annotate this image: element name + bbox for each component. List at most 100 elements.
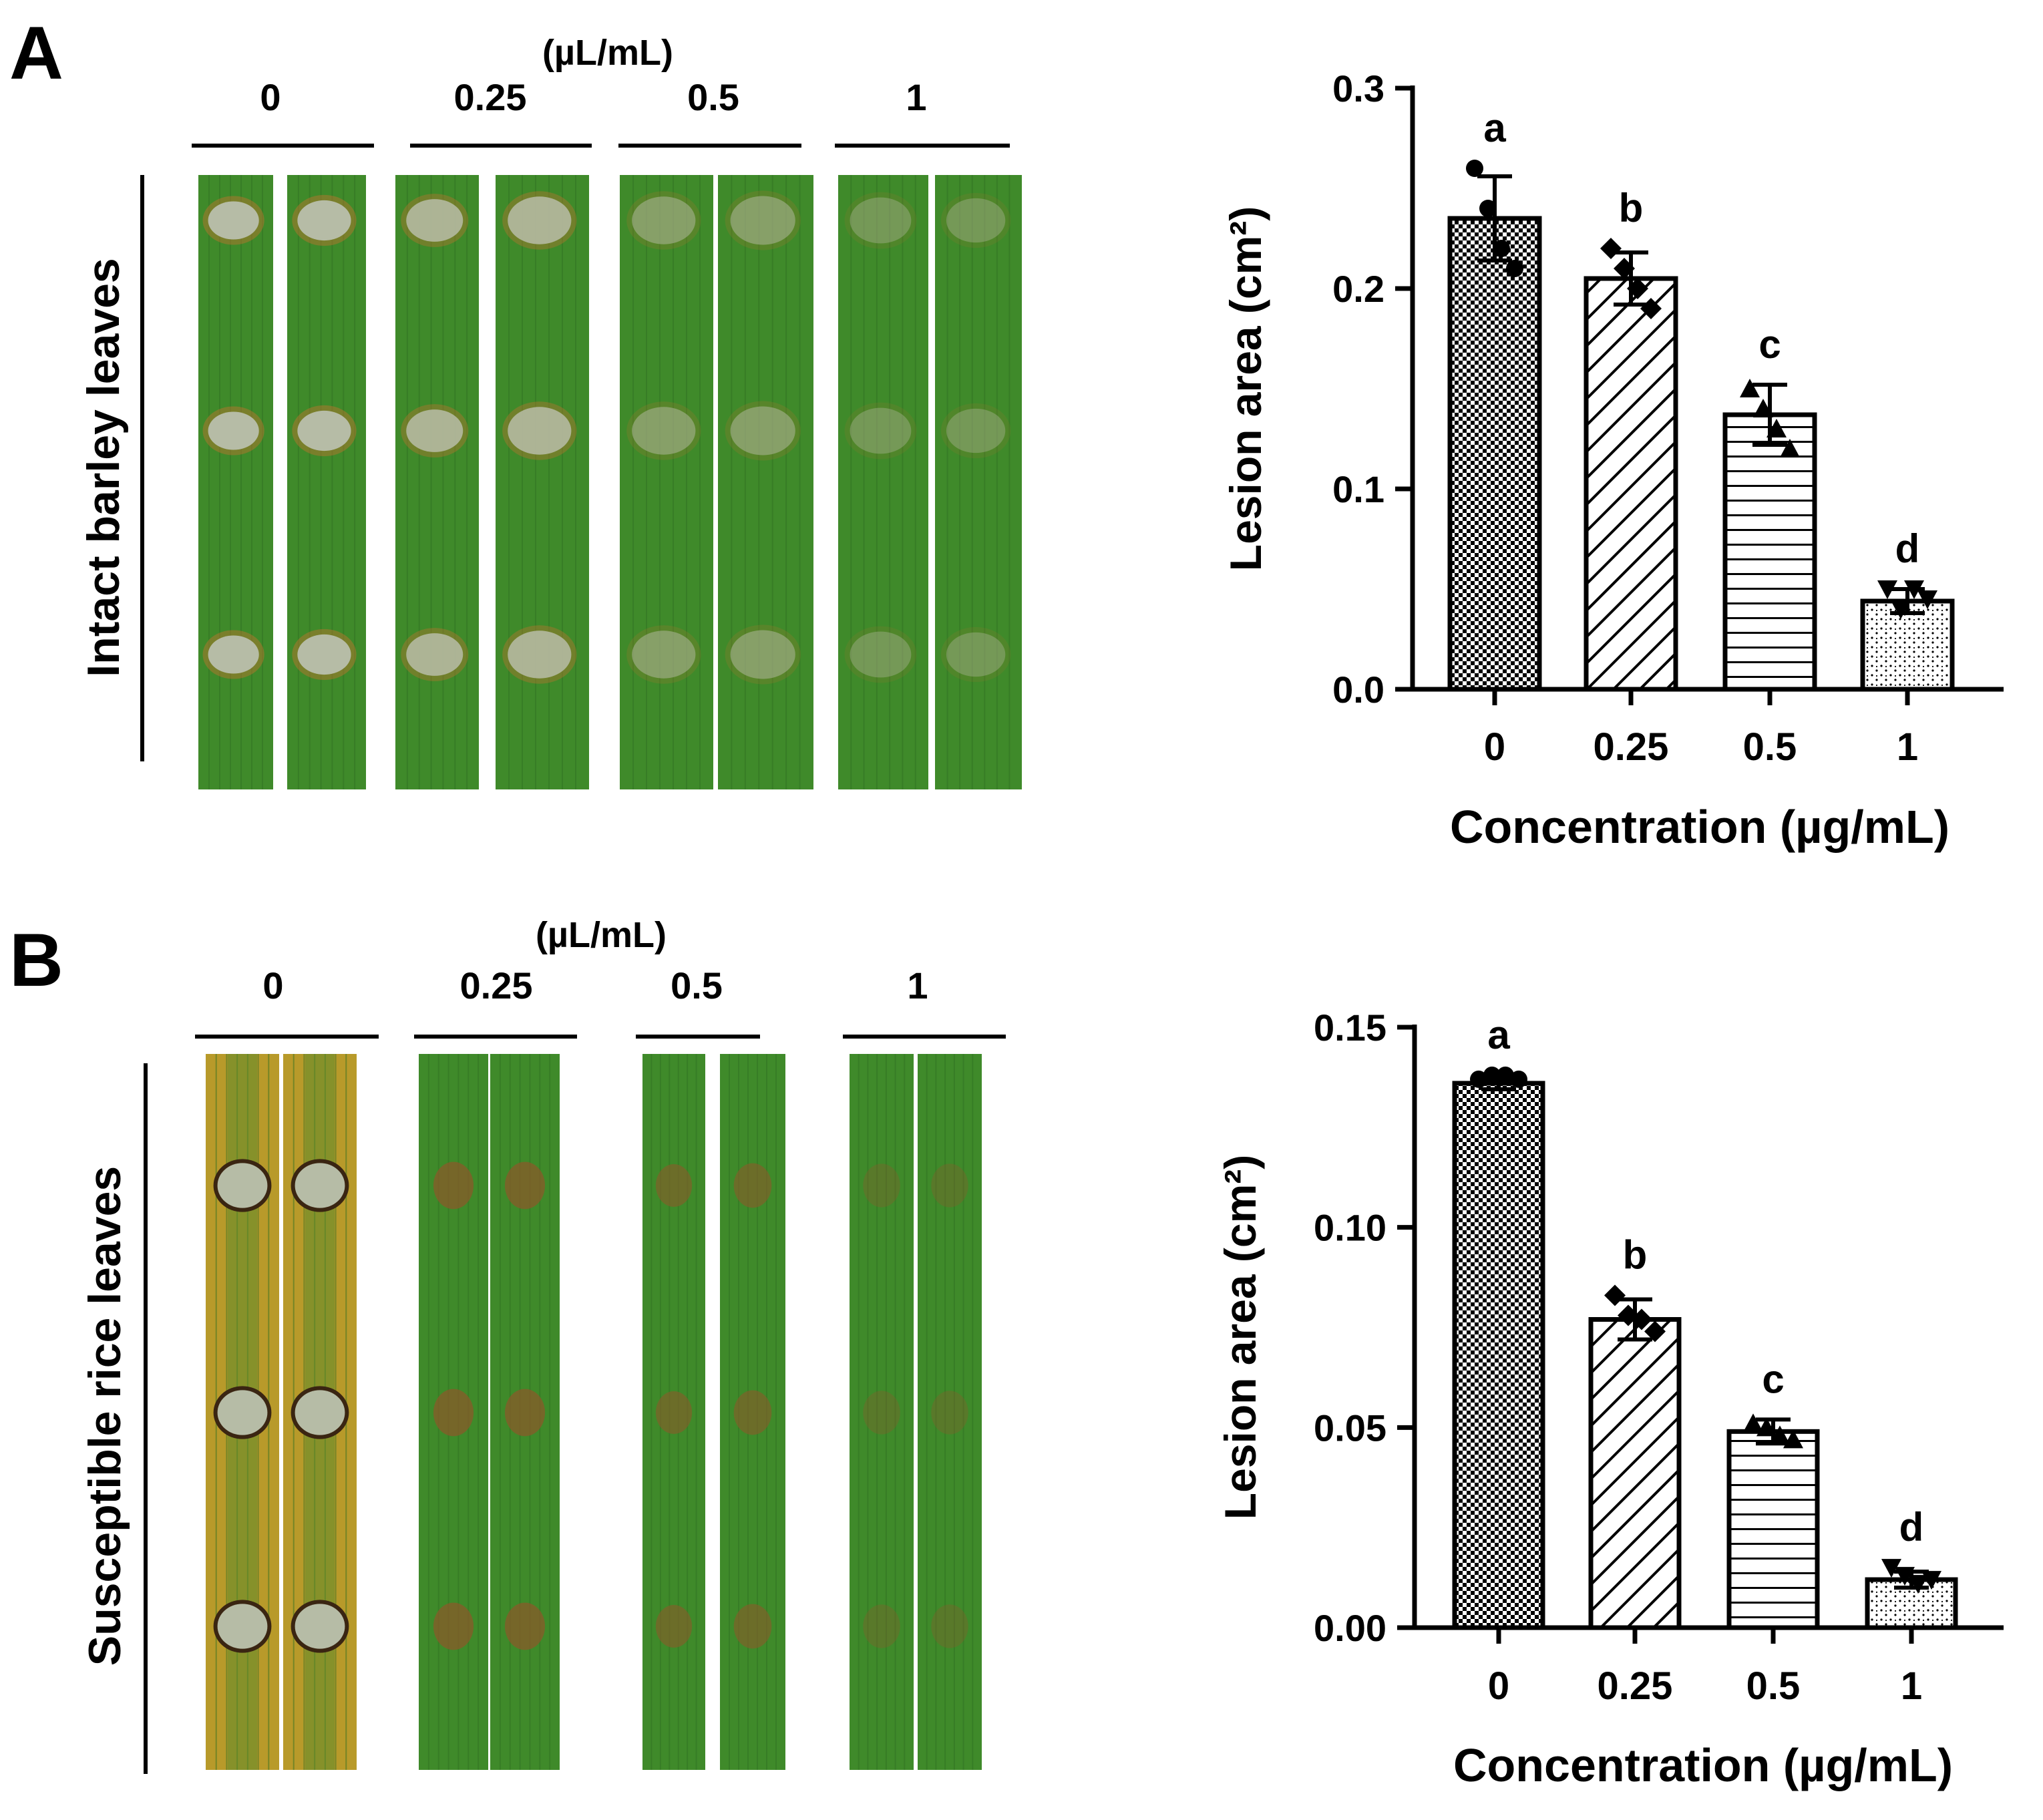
- leaf: [206, 1054, 279, 1770]
- leaf-blade: [850, 1054, 914, 1770]
- data-point: [1631, 1308, 1652, 1330]
- data-point: [1479, 200, 1497, 217]
- lesion-border: [940, 192, 1011, 248]
- lesion: [655, 1605, 693, 1648]
- bar-chart-a: a b c d 0.0 0.1 0.2 0.3 0 0.25 0.5 1 Concentration (…: [1221, 67, 2004, 853]
- lesion-border: [940, 626, 1011, 683]
- lesion: [931, 1391, 968, 1435]
- data-point-group: [1740, 379, 1800, 458]
- concentration-label: 0: [262, 964, 283, 1007]
- panel-letter: B: [9, 918, 63, 1002]
- data-point-group: [1470, 1066, 1527, 1088]
- lesion-border: [844, 192, 917, 249]
- lesion: [655, 1391, 693, 1434]
- lesion-border: [940, 403, 1011, 459]
- photo-side-label: Intact barley leaves: [78, 258, 129, 677]
- leaf: [496, 175, 589, 789]
- lesion: [295, 1390, 345, 1435]
- lesion: [406, 199, 463, 242]
- panel-letter: A: [9, 11, 63, 95]
- lesion: [406, 633, 463, 676]
- lesion: [217, 1163, 268, 1208]
- x-tick-label: 0.5: [1746, 1664, 1801, 1708]
- lesion: [295, 1163, 345, 1208]
- data-point: [1895, 1567, 1915, 1586]
- x-tick-label: 0: [1484, 725, 1505, 769]
- photo-unit-label: (µL/mL): [542, 33, 673, 73]
- concentration-label: 1: [907, 964, 928, 1007]
- photo-unit-label: (µL/mL): [536, 915, 667, 955]
- lesion: [632, 630, 696, 679]
- lesion: [632, 407, 696, 455]
- lesion: [508, 196, 572, 244]
- concentration-label: 0.25: [460, 964, 533, 1007]
- data-point: [1627, 278, 1648, 299]
- bar: [1722, 412, 1817, 692]
- leaf-blade: [838, 175, 928, 789]
- data-point: [1466, 160, 1483, 177]
- leaf: [918, 1054, 982, 1770]
- x-tick-label: 1: [1897, 725, 1918, 769]
- data-point: [1644, 1320, 1666, 1342]
- lesion: [733, 1604, 772, 1649]
- data-point: [1753, 399, 1773, 417]
- data-point: [1770, 1425, 1790, 1445]
- lesion: [208, 635, 259, 674]
- lesion: [863, 1391, 900, 1435]
- lesion: [632, 196, 696, 244]
- significance-label: d: [1899, 1505, 1924, 1550]
- data-point-group: [1600, 238, 1662, 319]
- x-axis-title: Concentration (µg/mL): [1450, 801, 1949, 853]
- lesion: [217, 1604, 268, 1649]
- data-point: [1510, 1070, 1527, 1088]
- leaf-photo-barley: 0 0.25 0.5 1: [192, 76, 1022, 789]
- x-tick-label: 0.25: [1594, 725, 1669, 769]
- leaf: [198, 175, 273, 789]
- y-tick-label: 0.05: [1314, 1407, 1386, 1449]
- data-point: [1470, 1070, 1487, 1088]
- leaf: [283, 1054, 357, 1770]
- bar: [1447, 216, 1542, 692]
- leaf-blade: [395, 175, 479, 789]
- data-point: [1877, 580, 1897, 599]
- lesion: [297, 410, 351, 451]
- significance-label: c: [1762, 1356, 1784, 1401]
- leaf-blade: [918, 1054, 982, 1770]
- y-axis-title: Lesion area (cm²): [1221, 206, 1270, 572]
- data-point: [1493, 240, 1510, 257]
- leaf: [287, 175, 366, 789]
- leaf: [419, 1054, 488, 1770]
- lesion: [946, 632, 1006, 677]
- lesion: [297, 634, 351, 675]
- x-tick-label: 1: [1901, 1664, 1922, 1708]
- lesion: [850, 197, 912, 244]
- bar: [1584, 276, 1678, 692]
- leaf: [935, 175, 1022, 789]
- leaf: [838, 175, 928, 789]
- y-tick-label: 0.15: [1314, 1007, 1386, 1049]
- lesion-border: [844, 626, 917, 683]
- data-point: [1756, 1417, 1777, 1437]
- leaf: [490, 1054, 560, 1770]
- bar: [1452, 1081, 1545, 1630]
- y-tick-label: 0.0: [1332, 669, 1384, 711]
- leaf-blade: [620, 175, 713, 789]
- data-point: [1483, 1066, 1501, 1084]
- y-tick-label: 0.1: [1332, 468, 1384, 510]
- significance-label: d: [1895, 526, 1920, 571]
- lesion: [863, 1604, 900, 1648]
- data-point: [1917, 590, 1937, 609]
- leaf: [395, 175, 479, 789]
- lesion: [850, 407, 912, 454]
- leaf: [718, 175, 813, 789]
- data-point: [1497, 1066, 1514, 1084]
- concentration-label: 0.25: [454, 76, 527, 118]
- lesion: [406, 409, 463, 452]
- leaf-blade: [496, 175, 589, 789]
- data-point: [1640, 298, 1662, 319]
- leaf: [620, 175, 713, 789]
- concentration-label: 0: [260, 76, 281, 118]
- data-point: [1908, 1575, 1928, 1594]
- concentration-label: 1: [906, 76, 926, 118]
